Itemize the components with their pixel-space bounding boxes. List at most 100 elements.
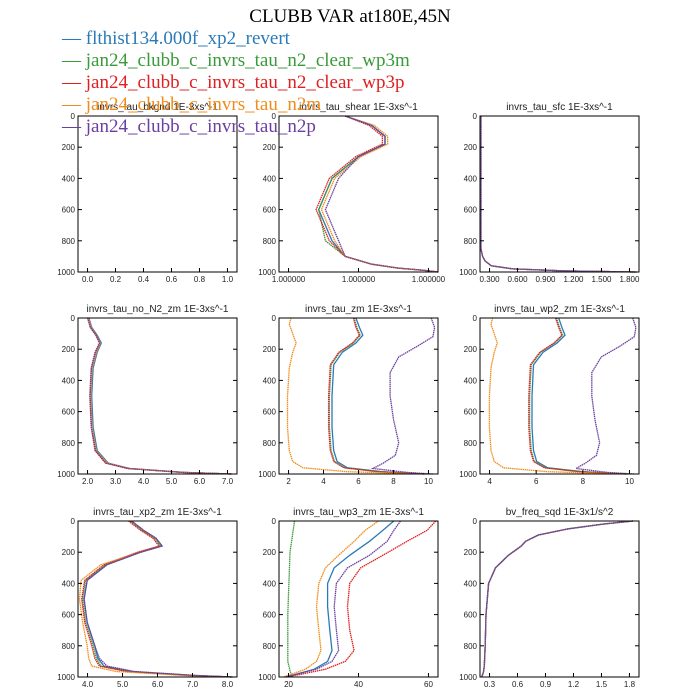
series-line xyxy=(81,520,233,678)
x-tick-label: 1.0 xyxy=(222,275,234,284)
plot-panel: invrs_tau_sfc 1E-3xs^-1 0 200 400 600 800 1000… xyxy=(459,102,640,284)
x-tick-label: 4.0 xyxy=(82,680,94,689)
y-tick-label: 1000 xyxy=(57,470,75,479)
y-tick-label: 0 xyxy=(473,517,478,526)
x-tick-label: 1.200 xyxy=(563,275,584,284)
legend-entry: — jan24_clubb_c_invrs_tau_n2p xyxy=(62,116,316,137)
series-line xyxy=(81,520,233,678)
series-line xyxy=(370,317,436,475)
y-tick-label: 800 xyxy=(464,237,478,246)
plot-panel: bv_freq_sqd 1E-3x1/s^2 0 200 400 600 800 1000 0… xyxy=(459,507,640,689)
x-tick-label: 0.3 xyxy=(484,680,496,689)
plot-frame xyxy=(278,115,439,273)
panel-title: invrs_tau_sfc 1E-3xs^-1 xyxy=(506,102,613,113)
y-tick-label: 1000 xyxy=(258,470,276,479)
x-tick-label: 0.6 xyxy=(512,680,524,689)
series-line xyxy=(87,317,232,475)
y-tick-label: 400 xyxy=(263,579,277,588)
series-line xyxy=(480,116,637,273)
plot-panel: invrs_tau_xp2_zm 1E-3xs^-1 0 200 400 600 800 1… xyxy=(57,507,238,689)
series-line xyxy=(287,520,296,678)
y-tick-label: 200 xyxy=(263,143,277,152)
x-tick-label: 1.5 xyxy=(596,680,608,689)
panel-title: invrs_tau_wp2_zm 1E-3xs^-1 xyxy=(494,304,625,315)
legend-entry: — jan24_clubb_c_invrs_tau_n2_clear_wp3p xyxy=(62,72,405,93)
y-tick-label: 1000 xyxy=(57,673,75,682)
y-tick-label: 600 xyxy=(263,611,277,620)
series-line xyxy=(480,116,637,273)
series-line xyxy=(283,520,379,678)
x-tick-label: 2.0 xyxy=(82,477,94,486)
y-tick-label: 800 xyxy=(62,237,76,246)
y-tick-label: 200 xyxy=(464,345,478,354)
y-tick-label: 200 xyxy=(62,143,76,152)
y-tick-label: 200 xyxy=(464,143,478,152)
x-tick-label: 1.000000 xyxy=(342,275,376,284)
x-tick-label: 0.2 xyxy=(110,275,122,284)
y-tick-label: 600 xyxy=(62,611,76,620)
series-line xyxy=(488,317,627,475)
panel-title: bv_freq_sqd 1E-3x1/s^2 xyxy=(506,507,614,518)
x-tick-label: 4.0 xyxy=(138,477,150,486)
y-tick-label: 800 xyxy=(263,439,277,448)
series-line xyxy=(318,115,439,273)
legend: — flthist134.000f_xp2_revert — jan24_club… xyxy=(62,28,410,138)
series-line xyxy=(86,317,232,475)
y-tick-label: 1000 xyxy=(258,268,276,277)
series-line xyxy=(528,317,627,475)
y-tick-label: 0 xyxy=(473,112,478,121)
figure-title: CLUBB VAR at180E,45N xyxy=(249,6,451,27)
plot-frame xyxy=(77,115,238,273)
y-tick-label: 0 xyxy=(71,314,76,323)
plot-panel: invrs_tau_no_N2_zm 1E-3xs^-1 0 200 400 600 80… xyxy=(57,304,238,486)
y-tick-label: 400 xyxy=(263,174,277,183)
panel-title: invrs_tau_bkgnd 1E-3xs^-1 xyxy=(97,102,218,113)
series-line xyxy=(481,520,634,678)
y-tick-label: 800 xyxy=(62,439,76,448)
x-tick-label: 6 xyxy=(534,477,539,486)
x-tick-label: 4 xyxy=(321,477,326,486)
x-tick-label: 0.4 xyxy=(138,275,150,284)
x-tick-label: 0.8 xyxy=(194,275,206,284)
series-line xyxy=(327,317,425,475)
y-tick-label: 1000 xyxy=(258,673,276,682)
legend-entry: — jan24_clubb_c_invrs_tau_n2_clear_wp3m xyxy=(62,50,410,71)
x-tick-label: 40 xyxy=(354,680,363,689)
legend-entry: — flthist134.000f_xp2_revert xyxy=(62,28,290,49)
x-tick-label: 1.500 xyxy=(591,275,612,284)
x-tick-label: 0.600 xyxy=(508,275,529,284)
y-tick-label: 400 xyxy=(62,174,76,183)
plot-frame xyxy=(77,520,238,678)
series-line xyxy=(88,317,232,475)
plot-frame xyxy=(479,520,640,678)
y-tick-label: 600 xyxy=(62,408,76,417)
series-line xyxy=(481,520,634,678)
series-line xyxy=(285,520,402,678)
y-tick-label: 600 xyxy=(464,408,478,417)
x-tick-label: 3.0 xyxy=(110,477,122,486)
series-line xyxy=(531,317,627,475)
plot-panel: invrs_tau_shear 1E-3xs^-1 0 200 400 600 800 10… xyxy=(258,102,445,284)
x-tick-label: 10 xyxy=(424,477,433,486)
plot-frame xyxy=(278,520,439,678)
x-tick-label: 8 xyxy=(581,477,586,486)
plot-frame xyxy=(479,115,640,273)
x-tick-label: 0.300 xyxy=(480,275,501,284)
series-line xyxy=(481,520,634,678)
plot-frame xyxy=(479,317,640,475)
y-tick-label: 1000 xyxy=(459,268,477,277)
x-tick-label: 1.8 xyxy=(624,680,636,689)
y-tick-label: 1000 xyxy=(459,470,477,479)
y-tick-label: 800 xyxy=(263,642,277,651)
series-line xyxy=(86,317,232,475)
series-line xyxy=(480,116,637,273)
y-tick-label: 0 xyxy=(272,517,277,526)
y-tick-label: 600 xyxy=(263,206,277,215)
x-tick-label: 1.000000 xyxy=(412,275,446,284)
x-tick-label: 1.2 xyxy=(568,680,580,689)
y-tick-label: 600 xyxy=(464,206,478,215)
y-tick-label: 600 xyxy=(62,206,76,215)
plot-panel: invrs_tau_bkgnd 1E-3xs^-1 0 200 400 600 800 10… xyxy=(57,102,238,284)
x-tick-label: 0.9 xyxy=(540,680,552,689)
